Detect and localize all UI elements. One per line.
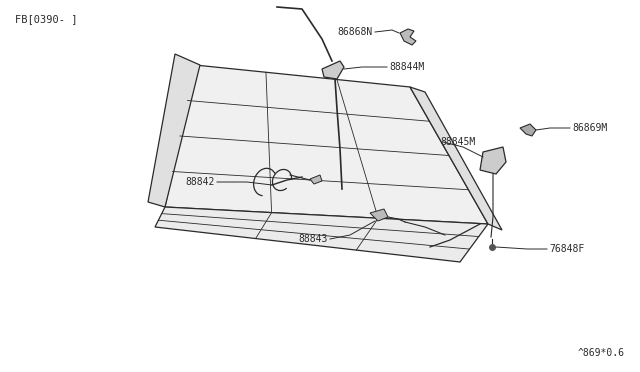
- Text: 88845M: 88845M: [440, 137, 476, 147]
- Polygon shape: [322, 61, 344, 79]
- Polygon shape: [520, 124, 536, 136]
- Polygon shape: [165, 65, 488, 224]
- Polygon shape: [148, 54, 200, 207]
- Text: 88842: 88842: [186, 177, 215, 187]
- Text: 88843: 88843: [299, 234, 328, 244]
- Text: 88844M: 88844M: [389, 62, 424, 72]
- Polygon shape: [310, 175, 322, 184]
- Text: FB[0390- ]: FB[0390- ]: [15, 14, 77, 24]
- Polygon shape: [400, 29, 416, 45]
- Polygon shape: [370, 209, 388, 221]
- Polygon shape: [155, 207, 488, 262]
- Text: 76848F: 76848F: [549, 244, 584, 254]
- Text: ^869*0.6: ^869*0.6: [578, 348, 625, 358]
- Polygon shape: [410, 87, 502, 230]
- Polygon shape: [480, 147, 506, 174]
- Text: 86869M: 86869M: [572, 123, 607, 133]
- Text: 86868N: 86868N: [338, 27, 373, 37]
